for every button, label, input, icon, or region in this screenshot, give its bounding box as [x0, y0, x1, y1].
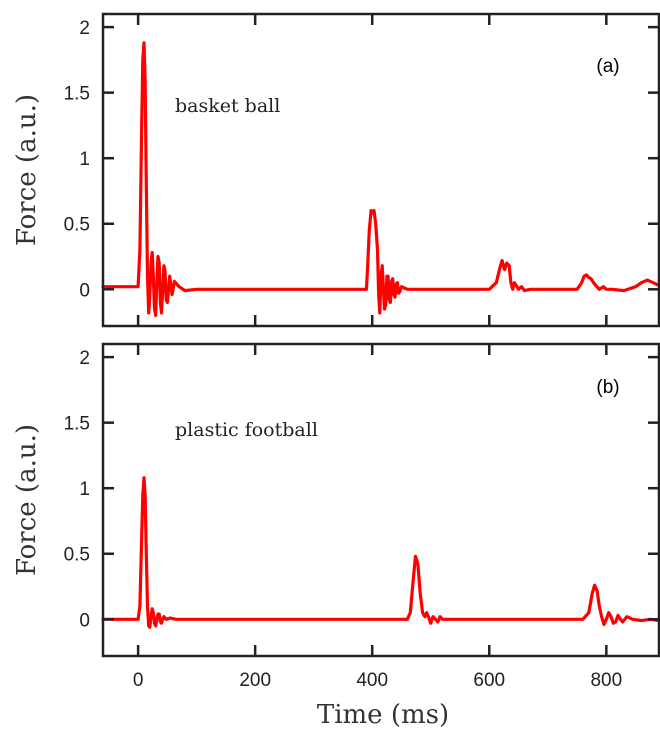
panel-a-y-tick-label: 2 [79, 18, 90, 39]
panel-b-y-axis-label: Force (a.u.) [12, 424, 42, 576]
x-tick-label: 600 [473, 670, 505, 691]
panel-b-force-trace [101, 476, 660, 629]
panel-a-frame [101, 12, 660, 328]
panel-a-y-axis-label: Force (a.u.) [12, 94, 42, 246]
panel-a-annotation: basket ball [175, 95, 280, 117]
panel-b-frame [101, 342, 660, 658]
panel-b-y-tick-label: 0.5 [64, 545, 90, 566]
panel-a-force-trace [101, 41, 660, 318]
panel-a-y-tick-label: 0 [79, 280, 90, 301]
x-axis-label: Time (ms) [317, 700, 449, 730]
panel-b-annotation: plastic football [175, 419, 318, 441]
panel-b-y-tick-label: 1.5 [64, 414, 90, 435]
panel-a: 0 0.5 1 1.5 2 (a) basket ball Force (a.u.) [12, 12, 660, 328]
x-tick-label: 0 [133, 670, 144, 691]
x-tick-label: 400 [356, 670, 388, 691]
x-tick-label: 200 [239, 670, 271, 691]
panel-a-y-tick-label: 0.5 [64, 215, 90, 236]
x-tick-label: 800 [590, 670, 622, 691]
panel-b-y-tick-label: 1 [79, 479, 90, 500]
panel-a-label: (a) [596, 56, 619, 77]
panel-a-y-tick-label: 1.5 [64, 84, 90, 105]
panel-b: 0 200 400 600 800 0 0.5 1 1.5 2 (b) plastic footb… [12, 342, 660, 730]
panel-b-y-tick-label: 0 [79, 610, 90, 631]
panel-b-label: (b) [596, 377, 619, 398]
panel-b-y-tick-label: 2 [79, 348, 90, 369]
panel-a-y-tick-label: 1 [79, 149, 90, 170]
